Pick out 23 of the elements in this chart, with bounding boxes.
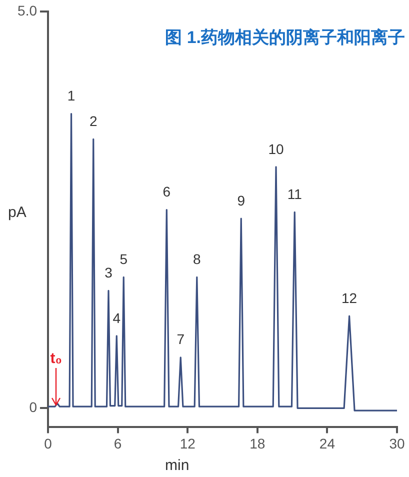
annotation: 6 xyxy=(162,184,171,200)
x-tick-label: 12 xyxy=(180,435,196,452)
text: 图 1.药物相关的阴离子和阳离子 xyxy=(165,27,405,49)
annotation: 9 xyxy=(237,192,246,208)
annotation: 11 xyxy=(287,186,302,202)
annotation: 10 xyxy=(268,140,284,157)
y-axis-title: pA xyxy=(8,204,26,221)
x-tick-label: 18 xyxy=(250,435,266,452)
x-axis-title: min xyxy=(165,457,190,474)
x-tick-label: 0 xyxy=(44,435,52,452)
annotation: 4 xyxy=(112,310,121,326)
annotation: 8 xyxy=(193,251,202,268)
y-tick-label: 5.0 xyxy=(18,2,38,18)
annotation: 2 xyxy=(89,113,98,130)
annotation: 1 xyxy=(67,88,76,104)
annotation: t₀ xyxy=(50,350,62,367)
x-tick-label: 24 xyxy=(319,435,336,452)
x-tick-label: 6 xyxy=(114,435,122,452)
annotation: 3 xyxy=(104,264,113,281)
annotation: 7 xyxy=(176,331,185,348)
x-tick-label: 30 xyxy=(389,435,405,452)
annotation: 5 xyxy=(120,251,128,268)
annotation: 12 xyxy=(342,290,358,306)
